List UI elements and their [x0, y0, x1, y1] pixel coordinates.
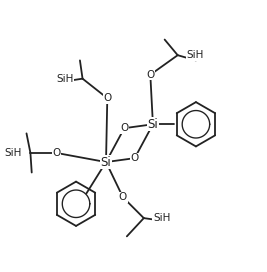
Text: O: O — [131, 153, 139, 163]
Text: O: O — [52, 148, 61, 158]
Text: SiH: SiH — [56, 74, 73, 84]
Text: SiH: SiH — [153, 213, 170, 223]
Text: Si: Si — [148, 118, 158, 131]
Text: Si: Si — [101, 156, 111, 169]
Text: O: O — [146, 70, 154, 80]
Text: SiH: SiH — [187, 50, 204, 60]
Text: O: O — [103, 93, 111, 103]
Text: O: O — [119, 192, 127, 202]
Text: O: O — [120, 123, 128, 133]
Text: SiH: SiH — [4, 148, 21, 158]
